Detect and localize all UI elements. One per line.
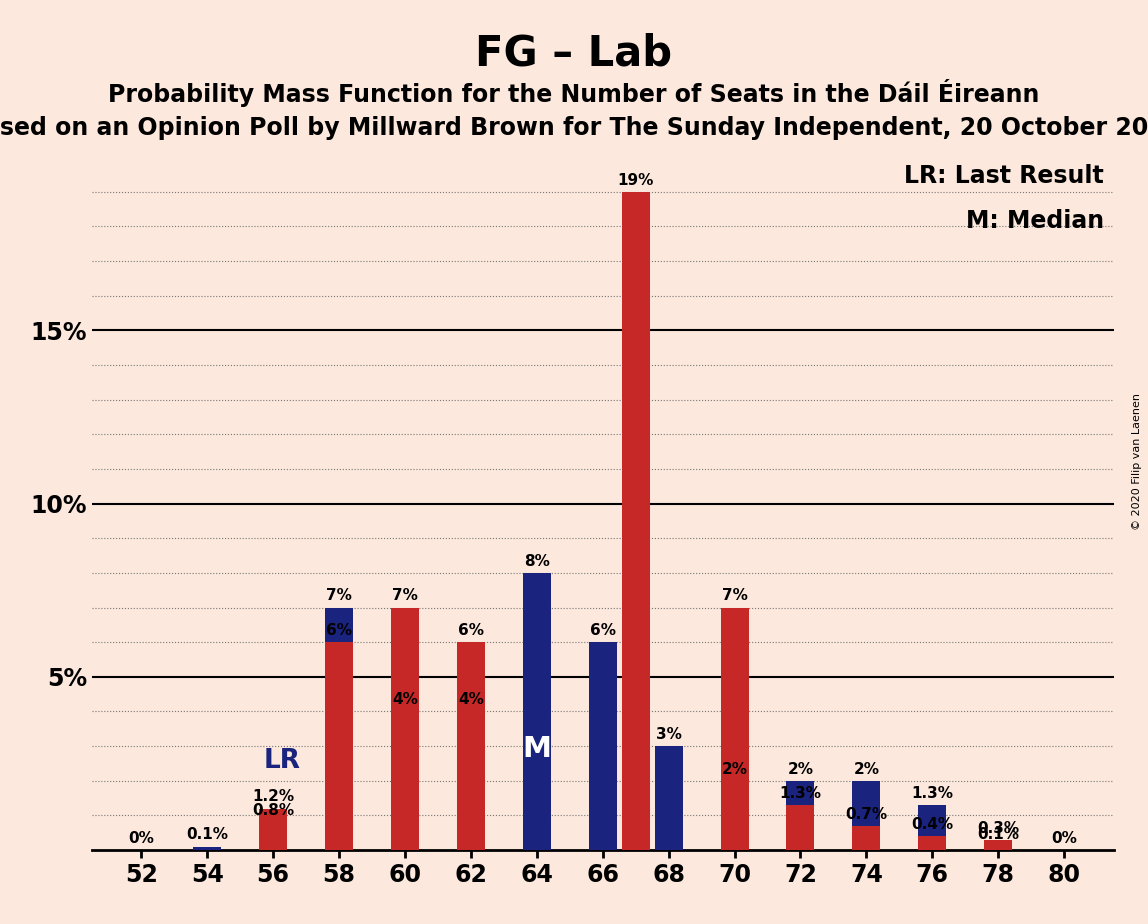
Text: 0.8%: 0.8% xyxy=(253,803,294,819)
Bar xyxy=(457,711,484,850)
Text: 6%: 6% xyxy=(458,623,483,638)
Text: 6%: 6% xyxy=(590,623,615,638)
Text: 2%: 2% xyxy=(853,761,879,776)
Text: © 2020 Filip van Laenen: © 2020 Filip van Laenen xyxy=(1132,394,1142,530)
Text: 1.3%: 1.3% xyxy=(912,786,953,801)
Bar xyxy=(522,573,551,850)
Bar xyxy=(984,846,1013,850)
Text: 6%: 6% xyxy=(326,623,352,638)
Bar xyxy=(589,642,616,850)
Bar xyxy=(325,642,354,850)
Bar xyxy=(852,781,881,850)
Text: FG – Lab: FG – Lab xyxy=(475,32,673,74)
Text: 3%: 3% xyxy=(656,727,682,742)
Bar xyxy=(786,805,814,850)
Bar xyxy=(721,781,748,850)
Bar xyxy=(622,192,650,850)
Text: 4%: 4% xyxy=(391,692,418,708)
Text: M: M xyxy=(522,736,551,763)
Text: M: Median: M: Median xyxy=(965,209,1103,233)
Text: LR: Last Result: LR: Last Result xyxy=(903,164,1103,188)
Text: LR: LR xyxy=(263,748,301,774)
Text: 0%: 0% xyxy=(1052,831,1077,846)
Bar xyxy=(325,608,354,850)
Bar xyxy=(391,608,419,850)
Bar xyxy=(786,781,814,850)
Text: 2%: 2% xyxy=(722,761,747,776)
Text: 8%: 8% xyxy=(523,553,550,569)
Bar xyxy=(259,822,287,850)
Text: 19%: 19% xyxy=(618,173,654,188)
Text: 2%: 2% xyxy=(788,761,814,776)
Text: Based on an Opinion Poll by Millward Brown for The Sunday Independent, 20 Octobe: Based on an Opinion Poll by Millward Bro… xyxy=(0,116,1148,140)
Text: 0.7%: 0.7% xyxy=(845,807,887,821)
Text: 7%: 7% xyxy=(391,589,418,603)
Text: 4%: 4% xyxy=(458,692,483,708)
Bar xyxy=(391,711,419,850)
Bar xyxy=(193,846,222,850)
Bar xyxy=(984,840,1013,850)
Text: 0.1%: 0.1% xyxy=(977,828,1019,843)
Bar xyxy=(852,826,881,850)
Text: Probability Mass Function for the Number of Seats in the Dáil Éireann: Probability Mass Function for the Number… xyxy=(108,79,1040,106)
Bar xyxy=(918,836,946,850)
Text: 7%: 7% xyxy=(326,589,352,603)
Bar xyxy=(457,642,484,850)
Text: 1.3%: 1.3% xyxy=(779,786,822,801)
Text: 0.1%: 0.1% xyxy=(186,828,228,843)
Text: 1.2%: 1.2% xyxy=(253,789,294,804)
Bar xyxy=(918,805,946,850)
Text: 7%: 7% xyxy=(722,589,747,603)
Bar xyxy=(721,608,748,850)
Bar xyxy=(259,808,287,850)
Text: 0.3%: 0.3% xyxy=(977,821,1019,835)
Text: 0.4%: 0.4% xyxy=(912,817,953,833)
Bar xyxy=(654,747,683,850)
Text: 0%: 0% xyxy=(129,831,154,846)
